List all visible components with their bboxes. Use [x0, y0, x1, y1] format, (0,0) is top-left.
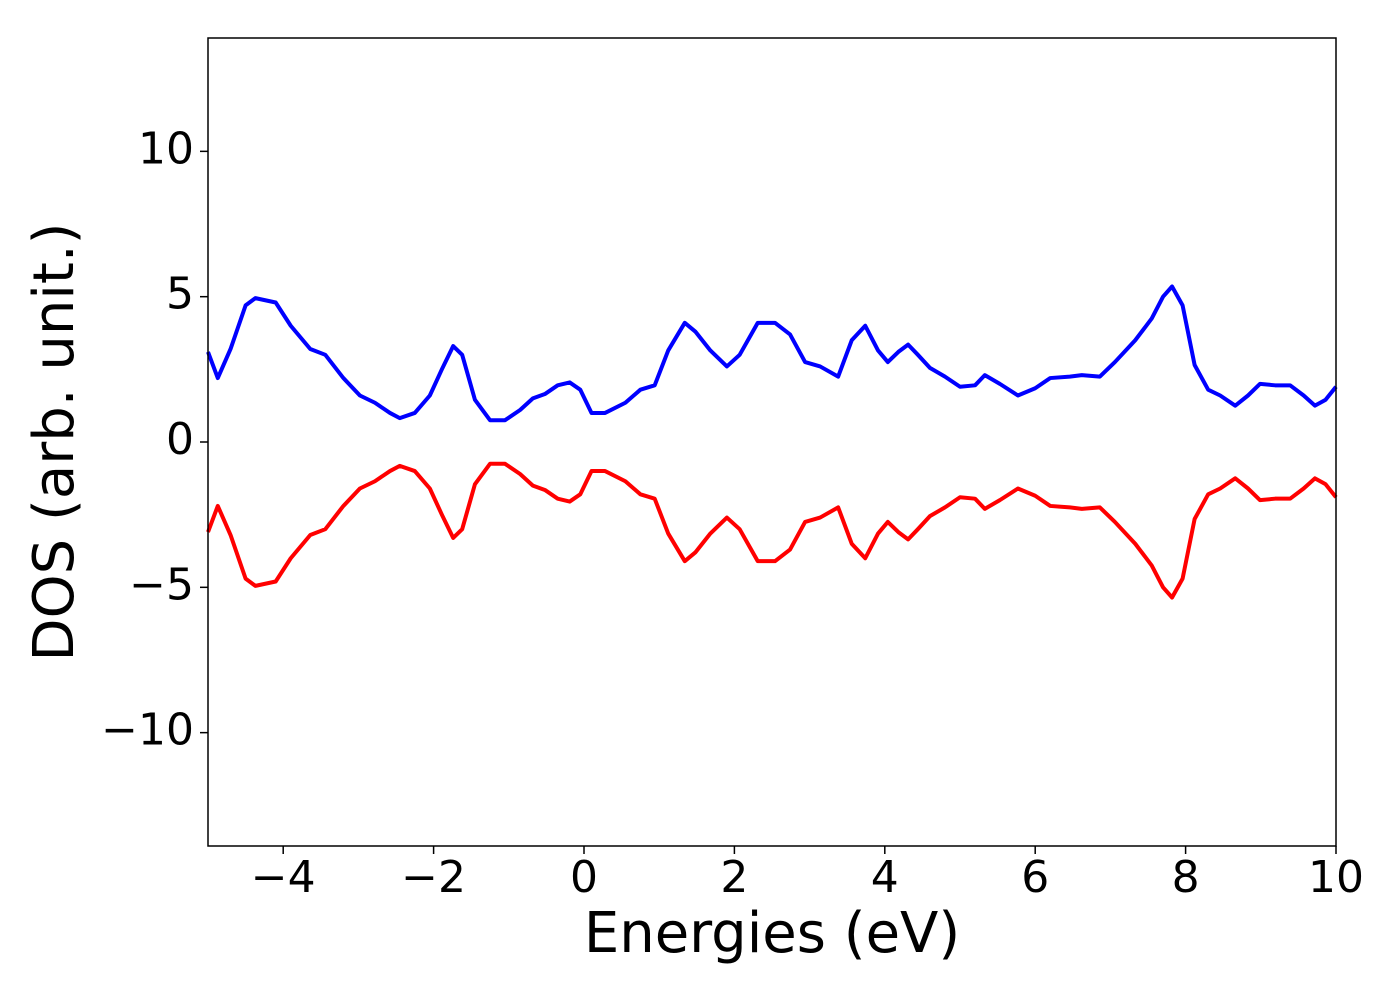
x-tick-label: 2 — [720, 852, 748, 903]
dos-line — [206, 461, 1338, 600]
y-tick-label: −5 — [129, 559, 194, 610]
x-tick-label: 6 — [1021, 852, 1049, 903]
y-tick-label: 5 — [166, 269, 194, 320]
x-tick-label: 8 — [1172, 852, 1200, 903]
x-tick-label: −2 — [401, 852, 466, 903]
plot-frame — [207, 37, 1337, 847]
y-tick-label: 0 — [166, 414, 194, 465]
x-tick-label: 10 — [1308, 852, 1364, 903]
y-tick-label: 10 — [138, 123, 194, 174]
y-axis-label: DOS (arb. unit.) — [22, 222, 87, 661]
x-tick-label: −4 — [251, 852, 316, 903]
dos-line — [206, 284, 1338, 423]
x-axis-label: Energies (eV) — [584, 901, 960, 966]
x-tick-label: 4 — [871, 852, 899, 903]
x-tick-label: 0 — [570, 852, 598, 903]
y-tick-label: −10 — [101, 705, 194, 756]
